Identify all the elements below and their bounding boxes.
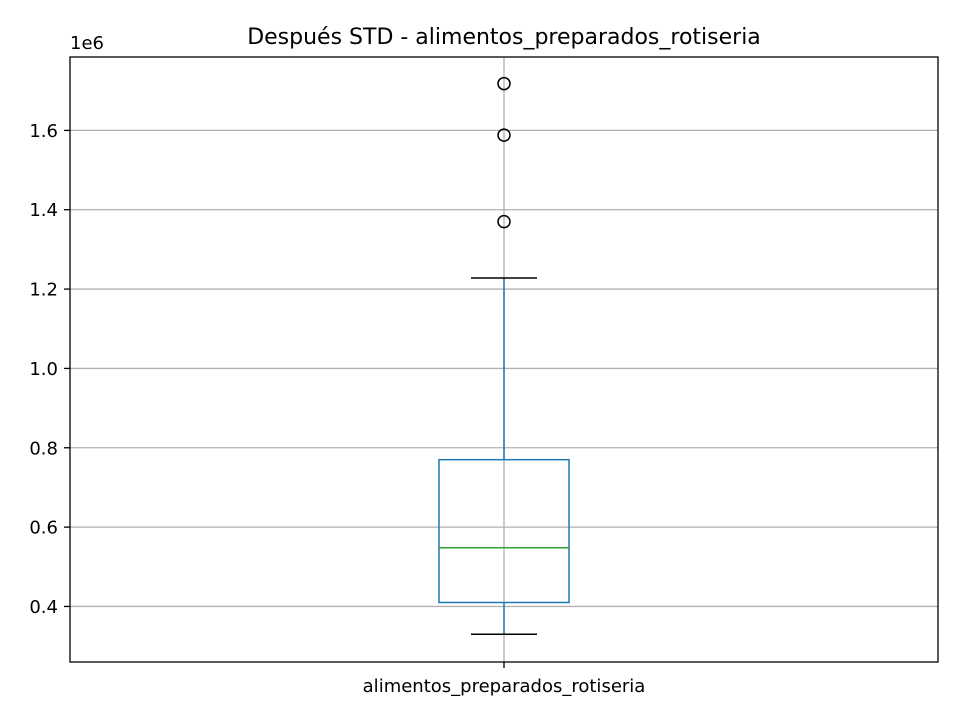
x-axis-ticks: alimentos_preparados_rotiseria: [363, 662, 646, 697]
y-tick-label: 1.0: [29, 359, 58, 380]
outlier-point: [497, 76, 511, 91]
y-tick-label: 0.4: [29, 597, 58, 618]
y-tick-label: 1.2: [29, 280, 58, 301]
iqr-box: [438, 458, 570, 604]
y-axis-ticks: 0.4 0.6 0.8 1.0 1.2 1.4 1.6: [29, 121, 70, 618]
outlier-point: [497, 128, 511, 142]
chart-title: Después STD - alimentos_preparados_rotis…: [247, 25, 761, 50]
y-tick-label: 0.8: [29, 438, 58, 459]
outlier-points: [497, 76, 511, 229]
y-tick-label: 1.6: [29, 121, 58, 142]
x-tick-label: alimentos_preparados_rotiseria: [363, 676, 646, 697]
y-axis-offset-label: 1e6: [70, 33, 104, 54]
y-tick-label: 1.4: [29, 200, 58, 221]
outlier-point: [497, 214, 511, 229]
box-elements: [438, 277, 570, 635]
y-tick-label: 0.6: [29, 518, 58, 539]
